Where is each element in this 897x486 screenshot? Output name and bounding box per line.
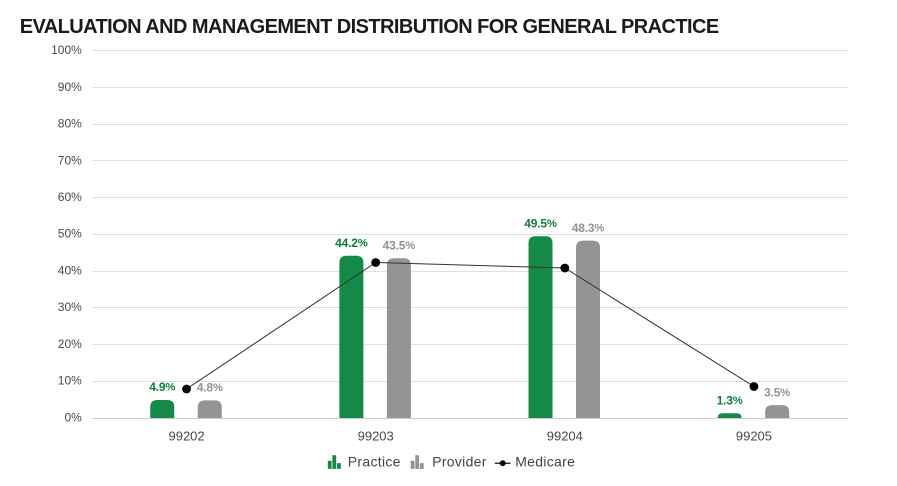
- svg-text:70%: 70%: [58, 153, 82, 167]
- svg-text:99205: 99205: [736, 429, 772, 444]
- svg-text:30%: 30%: [58, 300, 82, 314]
- svg-text:100%: 100%: [51, 43, 82, 57]
- svg-text:44.2%: 44.2%: [335, 236, 368, 250]
- svg-text:99204: 99204: [547, 429, 583, 444]
- svg-text:0%: 0%: [64, 410, 82, 424]
- svg-text:99202: 99202: [168, 429, 204, 444]
- svg-text:Provider: Provider: [432, 454, 487, 470]
- svg-text:49.5%: 49.5%: [524, 216, 557, 230]
- svg-text:90%: 90%: [58, 80, 82, 94]
- svg-text:3.5%: 3.5%: [764, 385, 790, 399]
- svg-text:Medicare: Medicare: [515, 454, 575, 470]
- svg-text:Practice: Practice: [348, 454, 401, 470]
- svg-text:60%: 60%: [58, 190, 82, 204]
- svg-text:43.5%: 43.5%: [383, 238, 416, 252]
- svg-text:1.3%: 1.3%: [717, 393, 743, 407]
- svg-text:20%: 20%: [58, 337, 82, 351]
- svg-text:80%: 80%: [58, 117, 82, 131]
- svg-text:48.3%: 48.3%: [572, 221, 605, 235]
- svg-text:50%: 50%: [58, 227, 82, 241]
- svg-text:4.8%: 4.8%: [197, 381, 223, 395]
- svg-text:EVALUATION AND MANAGEMENT DIST: EVALUATION AND MANAGEMENT DISTRIBUTION F…: [20, 16, 719, 38]
- svg-text:40%: 40%: [58, 263, 82, 277]
- svg-text:4.9%: 4.9%: [149, 380, 175, 394]
- svg-text:99203: 99203: [358, 429, 394, 444]
- svg-text:10%: 10%: [58, 374, 82, 388]
